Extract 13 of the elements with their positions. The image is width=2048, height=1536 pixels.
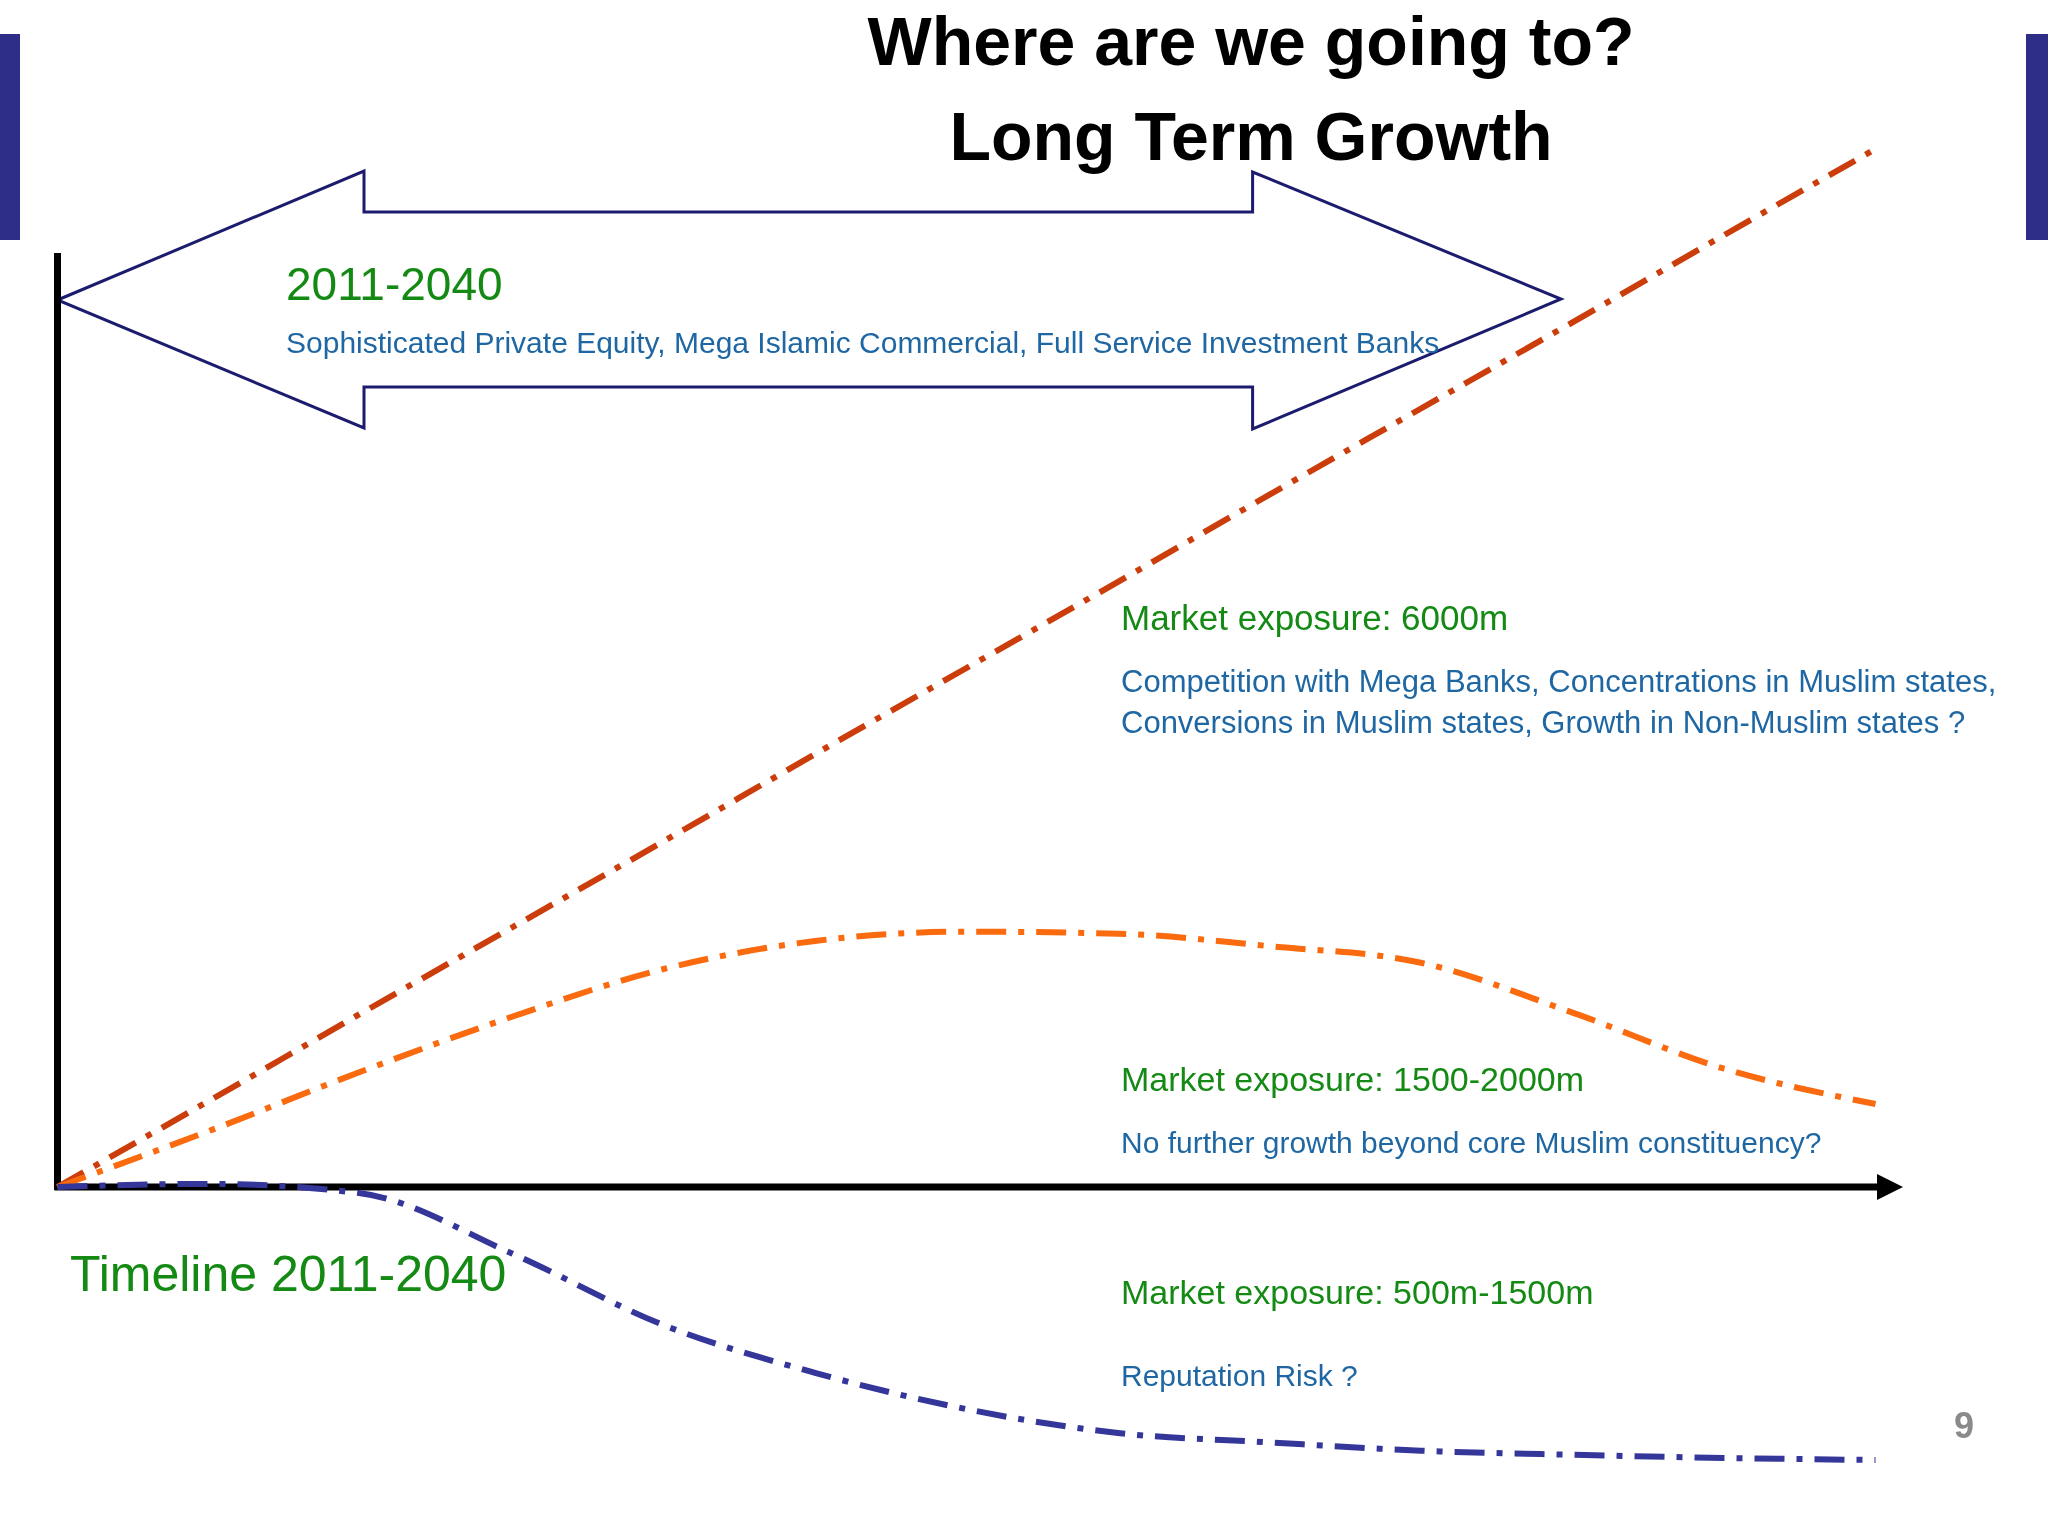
x-axis-title: Timeline 2011-2040	[70, 1246, 507, 1302]
annotation: 2011-2040	[286, 258, 503, 310]
annotation: Reputation Risk ?	[1121, 1359, 1358, 1392]
annotation: Market exposure: 6000m	[1121, 598, 1509, 637]
annotation: Competition with Mega Banks, Concentrations in Muslim states,	[1121, 664, 1997, 699]
annotation: Market exposure: 1500-2000m	[1121, 1060, 1585, 1098]
annotation: No further growth beyond core Muslim constituency?	[1121, 1126, 1822, 1159]
annotation: Sophisticated Private Equity, Mega Islamic Commercial, Full Service Investment Banks	[286, 326, 1440, 359]
annotation: Market exposure: 500m-1500m	[1121, 1273, 1594, 1311]
chart-subtitle: Long Term Growth	[949, 98, 1553, 174]
annotation: Conversions in Muslim states, Growth in Non-Muslim states ?	[1121, 705, 1966, 740]
text: 9	[1953, 1405, 1975, 1446]
chart-title: Where are we going to?	[867, 3, 1635, 79]
